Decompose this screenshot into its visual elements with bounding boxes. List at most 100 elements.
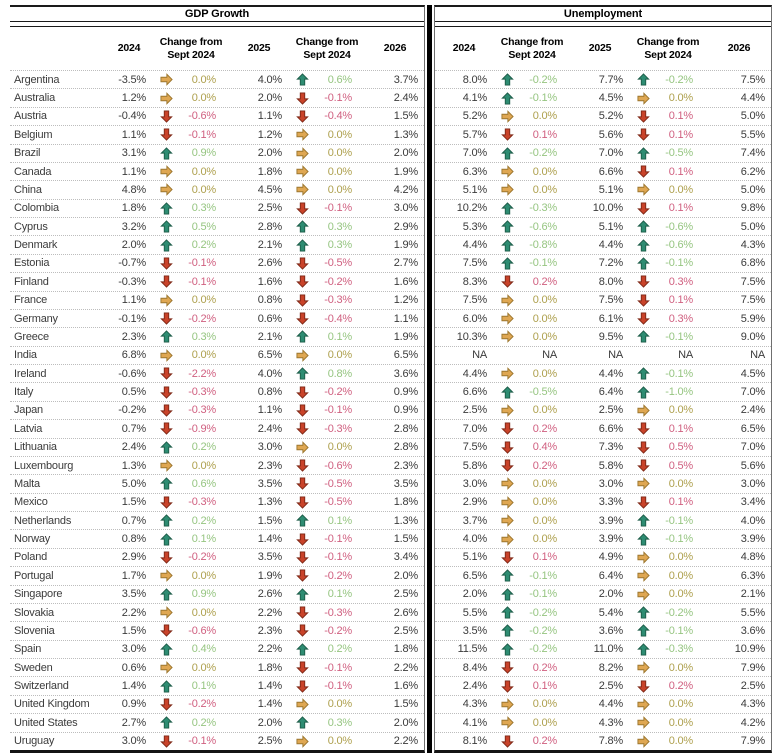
change-cell: -0.3%	[629, 643, 707, 656]
unemployment-2024-value: 5.1%	[462, 183, 487, 196]
table-row: 6.6% -0.5% 6.4% -1.0% 7.0%	[435, 382, 771, 400]
change-cell: -0.3%	[152, 496, 230, 509]
unemployment-2026-value: 2.1%	[740, 588, 765, 601]
change-value: 0.5%	[668, 441, 693, 454]
country-label: Norway	[14, 533, 51, 546]
unemployment-2025-value: 6.4%	[598, 386, 623, 399]
table-row: Canada 1.1% 0.0% 1.8% 0.0% 1.9%	[10, 161, 424, 180]
change-value: 0.2%	[532, 275, 557, 288]
up-arrow-icon	[160, 679, 173, 693]
change-cell: 0.5%	[629, 441, 707, 454]
change-value: -0.2%	[529, 73, 557, 86]
change-value: -0.1%	[188, 735, 216, 748]
change-value: -0.2%	[529, 643, 557, 656]
unemployment-2026-value: 7.5%	[740, 294, 765, 307]
down-arrow-icon	[296, 202, 309, 215]
up-arrow-icon	[160, 440, 173, 454]
change-value: 0.0%	[327, 698, 352, 711]
change-cell: 0.2%	[629, 680, 707, 693]
unemployment-2026-value: 3.0%	[740, 477, 765, 490]
down-arrow-icon	[637, 459, 650, 472]
gdp-2026-value: 3.6%	[393, 367, 418, 380]
gdp-2026-value: 1.8%	[393, 643, 418, 656]
table-row: 10.3% 0.0% 9.5% -0.1% 9.0%	[435, 327, 771, 345]
unemployment-2024-value: 4.1%	[462, 716, 487, 729]
table-row: 4.3% 0.0% 4.4% 0.0% 4.3%	[435, 694, 771, 713]
country-label: Switzerland	[14, 680, 69, 693]
change-value: -0.5%	[324, 257, 352, 270]
gdp-2026-value: 1.8%	[393, 496, 418, 509]
down-arrow-icon	[296, 533, 309, 546]
up-arrow-icon	[637, 73, 650, 86]
unemployment-2024-value: 4.4%	[462, 367, 487, 380]
unemployment-2025-value: 5.1%	[598, 183, 623, 196]
change-value: 0.1%	[532, 680, 557, 693]
gdp-2025-value: 2.6%	[257, 588, 282, 601]
down-arrow-icon	[501, 422, 514, 436]
gdp-2025-value: 4.0%	[257, 367, 282, 380]
change-value: -0.1%	[665, 533, 693, 546]
table-row: 7.5% 0.4% 7.3% 0.5% 7.0%	[435, 437, 771, 456]
country-label: Luxembourg	[14, 459, 74, 472]
section-divider	[427, 5, 432, 753]
change-cell: 0.0%	[493, 716, 571, 730]
down-arrow-icon	[296, 569, 309, 583]
gdp-2026-value: 2.0%	[393, 147, 418, 160]
down-arrow-icon	[296, 477, 309, 491]
col-header-change-1: Change from Sept 2024	[159, 36, 223, 61]
change-value: -0.1%	[324, 92, 352, 105]
change-cell: -0.6%	[152, 624, 230, 638]
unemployment-2025-value: 4.5%	[598, 92, 623, 105]
change-value: 0.0%	[532, 330, 557, 343]
change-value: 0.0%	[532, 312, 557, 325]
gdp-2025-value: 3.5%	[257, 477, 282, 490]
unemployment-2024-value: 2.0%	[462, 588, 487, 601]
change-cell: -0.5%	[288, 257, 366, 270]
change-cell: 0.0%	[493, 312, 571, 325]
up-arrow-icon	[296, 716, 309, 729]
down-arrow-icon	[296, 275, 309, 289]
country-label: Sweden	[14, 661, 53, 674]
table-row: France 1.1% 0.0% 0.8% -0.3% 1.2%	[10, 290, 424, 309]
change-value: 0.0%	[668, 716, 693, 729]
right-arrow-icon	[296, 183, 309, 197]
gdp-2025-value: 1.8%	[257, 165, 282, 178]
change-cell: -1.0%	[629, 385, 707, 399]
up-arrow-icon	[501, 385, 514, 399]
gdp-2024-value: 1.5%	[121, 624, 146, 637]
change-value: 0.0%	[532, 404, 557, 417]
change-cell: -0.3%	[288, 294, 366, 307]
unemployment-2026-value: 7.9%	[740, 735, 765, 748]
gdp-section-title: GDP Growth	[184, 8, 250, 20]
table-row: 5.5% -0.2% 5.4% -0.2% 5.5%	[435, 602, 771, 621]
up-arrow-icon	[637, 385, 650, 399]
unemployment-2024-value: 7.5%	[462, 441, 487, 454]
right-arrow-icon	[637, 404, 650, 417]
gdp-2024-value: 2.4%	[121, 441, 146, 454]
unemployment-2025-value: 3.3%	[598, 496, 623, 509]
gdp-2025-value: 1.9%	[257, 569, 282, 582]
unemployment-2024-value: 2.4%	[462, 680, 487, 693]
change-cell: 0.2%	[493, 422, 571, 436]
change-cell: 0.9%	[152, 587, 230, 601]
down-arrow-icon	[160, 624, 173, 638]
table-row: 3.7% 0.0% 3.9% -0.1% 4.0%	[435, 511, 771, 529]
right-arrow-icon	[501, 532, 514, 546]
change-cell: 0.0%	[152, 73, 230, 87]
change-cell: 0.1%	[288, 587, 366, 601]
table-row: 7.0% -0.2% 7.0% -0.5% 7.4%	[435, 143, 771, 162]
gdp-2025-value: 2.6%	[257, 257, 282, 270]
down-arrow-icon	[501, 459, 514, 472]
gdp-2026-value: 2.2%	[393, 661, 418, 674]
change-cell: 0.1%	[152, 532, 230, 546]
unemployment-2025-value: 3.6%	[598, 624, 623, 637]
up-arrow-icon	[296, 643, 309, 656]
change-cell: -0.2%	[493, 624, 571, 637]
unemployment-2025-value: 5.1%	[598, 220, 623, 233]
change-cell: 0.1%	[629, 128, 707, 142]
table-row: NA NA NA NA NA	[435, 345, 771, 364]
unemployment-2024-value: 7.5%	[462, 257, 487, 270]
unemployment-2024-value: 10.3%	[456, 330, 487, 343]
table-row: 5.3% -0.6% 5.1% -0.6% 5.0%	[435, 217, 771, 235]
gdp-2025-value: 1.6%	[257, 275, 282, 288]
